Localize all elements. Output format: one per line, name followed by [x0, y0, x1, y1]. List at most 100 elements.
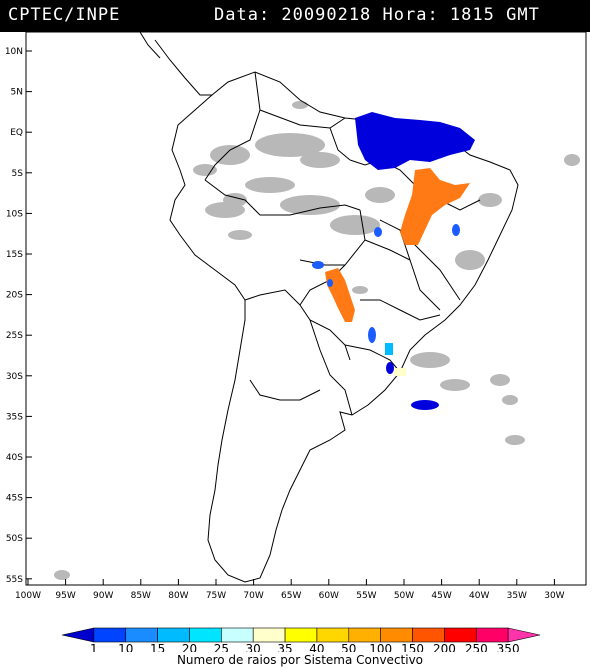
colorbar-segment — [284, 627, 318, 643]
cloud-patch — [255, 133, 325, 157]
cluster-south-blue — [368, 327, 376, 343]
cluster-east-blue — [452, 224, 460, 236]
lat-tick-label: 10S — [6, 209, 23, 219]
colorbar-level-label: 15 — [150, 642, 165, 652]
cluster-northeast-orange — [400, 168, 470, 245]
lat-tick-label: 5S — [12, 169, 24, 179]
cloud-patch — [210, 145, 250, 165]
lat-tick-label: 35S — [6, 412, 23, 422]
cloud-patch — [502, 395, 518, 405]
lon-tick-label: 95W — [55, 591, 75, 601]
cloud-patch — [228, 230, 252, 240]
latitude-axis: 10N 5N EQ 5S 10S 15S 20S 25S 30S 35S 40S 45S 50S 55S — [5, 47, 32, 585]
lon-tick-label: 90W — [93, 591, 113, 601]
cloud-patch — [440, 379, 470, 391]
lon-tick-label: 65W — [281, 591, 301, 601]
cloud-patch — [478, 193, 502, 207]
cluster-west-blue — [312, 261, 324, 269]
country-borders — [204, 71, 481, 416]
cloud-patch — [300, 152, 340, 168]
map-header: CPTEC/INPE Data: 20090218 Hora: 1815 GMT — [0, 0, 590, 32]
colorbar-segment — [61, 627, 95, 643]
colorbar-level-label: 10 — [118, 642, 133, 652]
colorbar-segment — [316, 627, 350, 643]
colorbar-level-label: 25 — [214, 642, 229, 652]
colorbar-segment — [93, 627, 127, 643]
cloud-patch — [410, 352, 450, 368]
colorbar-segment — [380, 627, 413, 643]
cloud-patch — [292, 101, 308, 109]
central-america-outline — [139, 31, 212, 96]
lon-tick-label: 100W — [15, 591, 41, 601]
cluster-amazon-mouth — [355, 112, 475, 170]
colorbar-segment — [252, 627, 286, 643]
cluster-south-blue — [386, 362, 394, 374]
cloud-patch — [280, 195, 340, 215]
cloud-cover-layer — [54, 101, 580, 580]
lightning-clusters — [312, 112, 475, 410]
cloud-patch — [193, 164, 217, 176]
colorbar-segment — [221, 627, 254, 643]
colorbar-level-label: 100 — [369, 642, 392, 652]
lat-tick-label: 50S — [6, 534, 23, 544]
lon-tick-label: 80W — [168, 591, 188, 601]
cluster-south-cyan — [385, 343, 393, 355]
colorbar-level-label: 350 — [497, 642, 520, 652]
lat-tick-label: 45S — [6, 494, 23, 504]
colorbar-level-label: 40 — [309, 642, 324, 652]
lightning-map: 10N5NEQ5S10S15S20S25S30S35S40S45S50S55S … — [5, 31, 587, 601]
colorbar-title: Numero de raios por Sistema Convectivo — [176, 653, 424, 667]
lon-tick-label: 70W — [243, 591, 263, 601]
lon-tick-label: 50W — [394, 591, 414, 601]
south-america-outline — [169, 71, 519, 583]
colorbar-segment — [507, 627, 541, 643]
lat-tick-label: 10N — [5, 47, 23, 57]
cloud-patch — [455, 250, 485, 270]
lon-tick-label: 60W — [319, 591, 339, 601]
colorbar-segment — [125, 627, 158, 643]
cloud-patch — [352, 286, 368, 294]
colorbar-segment — [444, 627, 477, 643]
colorbar-level-label: 150 — [401, 642, 424, 652]
lat-tick-label: EQ — [10, 128, 23, 138]
cluster-west-blue — [374, 227, 382, 237]
lat-tick-label: 25S — [6, 331, 23, 341]
colorbar-level-label: 20 — [182, 642, 197, 652]
cloud-patch — [365, 187, 395, 203]
lon-tick-label: 75W — [206, 591, 226, 601]
lon-tick-label: 40W — [469, 591, 489, 601]
colorbar: 1 10 15 20 25 30 35 40 50 100 150 200 250 350 — [61, 627, 541, 652]
colorbar-level-label: 250 — [465, 642, 488, 652]
lon-tick-label: 55W — [356, 591, 376, 601]
lon-tick-label: 45W — [431, 591, 451, 601]
colorbar-segment — [475, 627, 509, 643]
cloud-patch — [245, 177, 295, 193]
colorbar-level-label: 1 — [90, 642, 98, 652]
lat-tick-label: 5N — [11, 88, 23, 98]
colorbar-level-label: 200 — [433, 642, 456, 652]
colorbar-segment — [412, 627, 445, 643]
cluster-south-pale — [394, 368, 406, 376]
agency-label: CPTEC/INPE — [8, 5, 121, 25]
colorbar-segment — [348, 627, 381, 643]
cluster-south-blue — [411, 400, 439, 410]
lat-tick-label: 40S — [6, 453, 23, 463]
cloud-patch — [490, 374, 510, 386]
lon-tick-label: 35W — [507, 591, 527, 601]
lat-tick-label: 55S — [6, 575, 23, 585]
cluster-west-blue — [327, 279, 333, 287]
cloud-patch — [505, 435, 525, 445]
datetime-label: Data: 20090218 Hora: 1815 GMT — [214, 5, 540, 25]
colorbar-level-label: 50 — [341, 642, 356, 652]
colorbar-segment — [189, 627, 222, 643]
colorbar-level-label: 30 — [246, 642, 261, 652]
lon-tick-label: 85W — [131, 591, 151, 601]
lat-tick-label: 30S — [6, 372, 23, 382]
cloud-patch — [54, 570, 70, 580]
cloud-patch — [564, 154, 580, 166]
lat-tick-label: 15S — [6, 250, 23, 260]
colorbar-segment — [157, 627, 190, 643]
lon-tick-label: 30W — [544, 591, 564, 601]
map-frame — [25, 31, 587, 586]
colorbar-level-label: 35 — [277, 642, 292, 652]
